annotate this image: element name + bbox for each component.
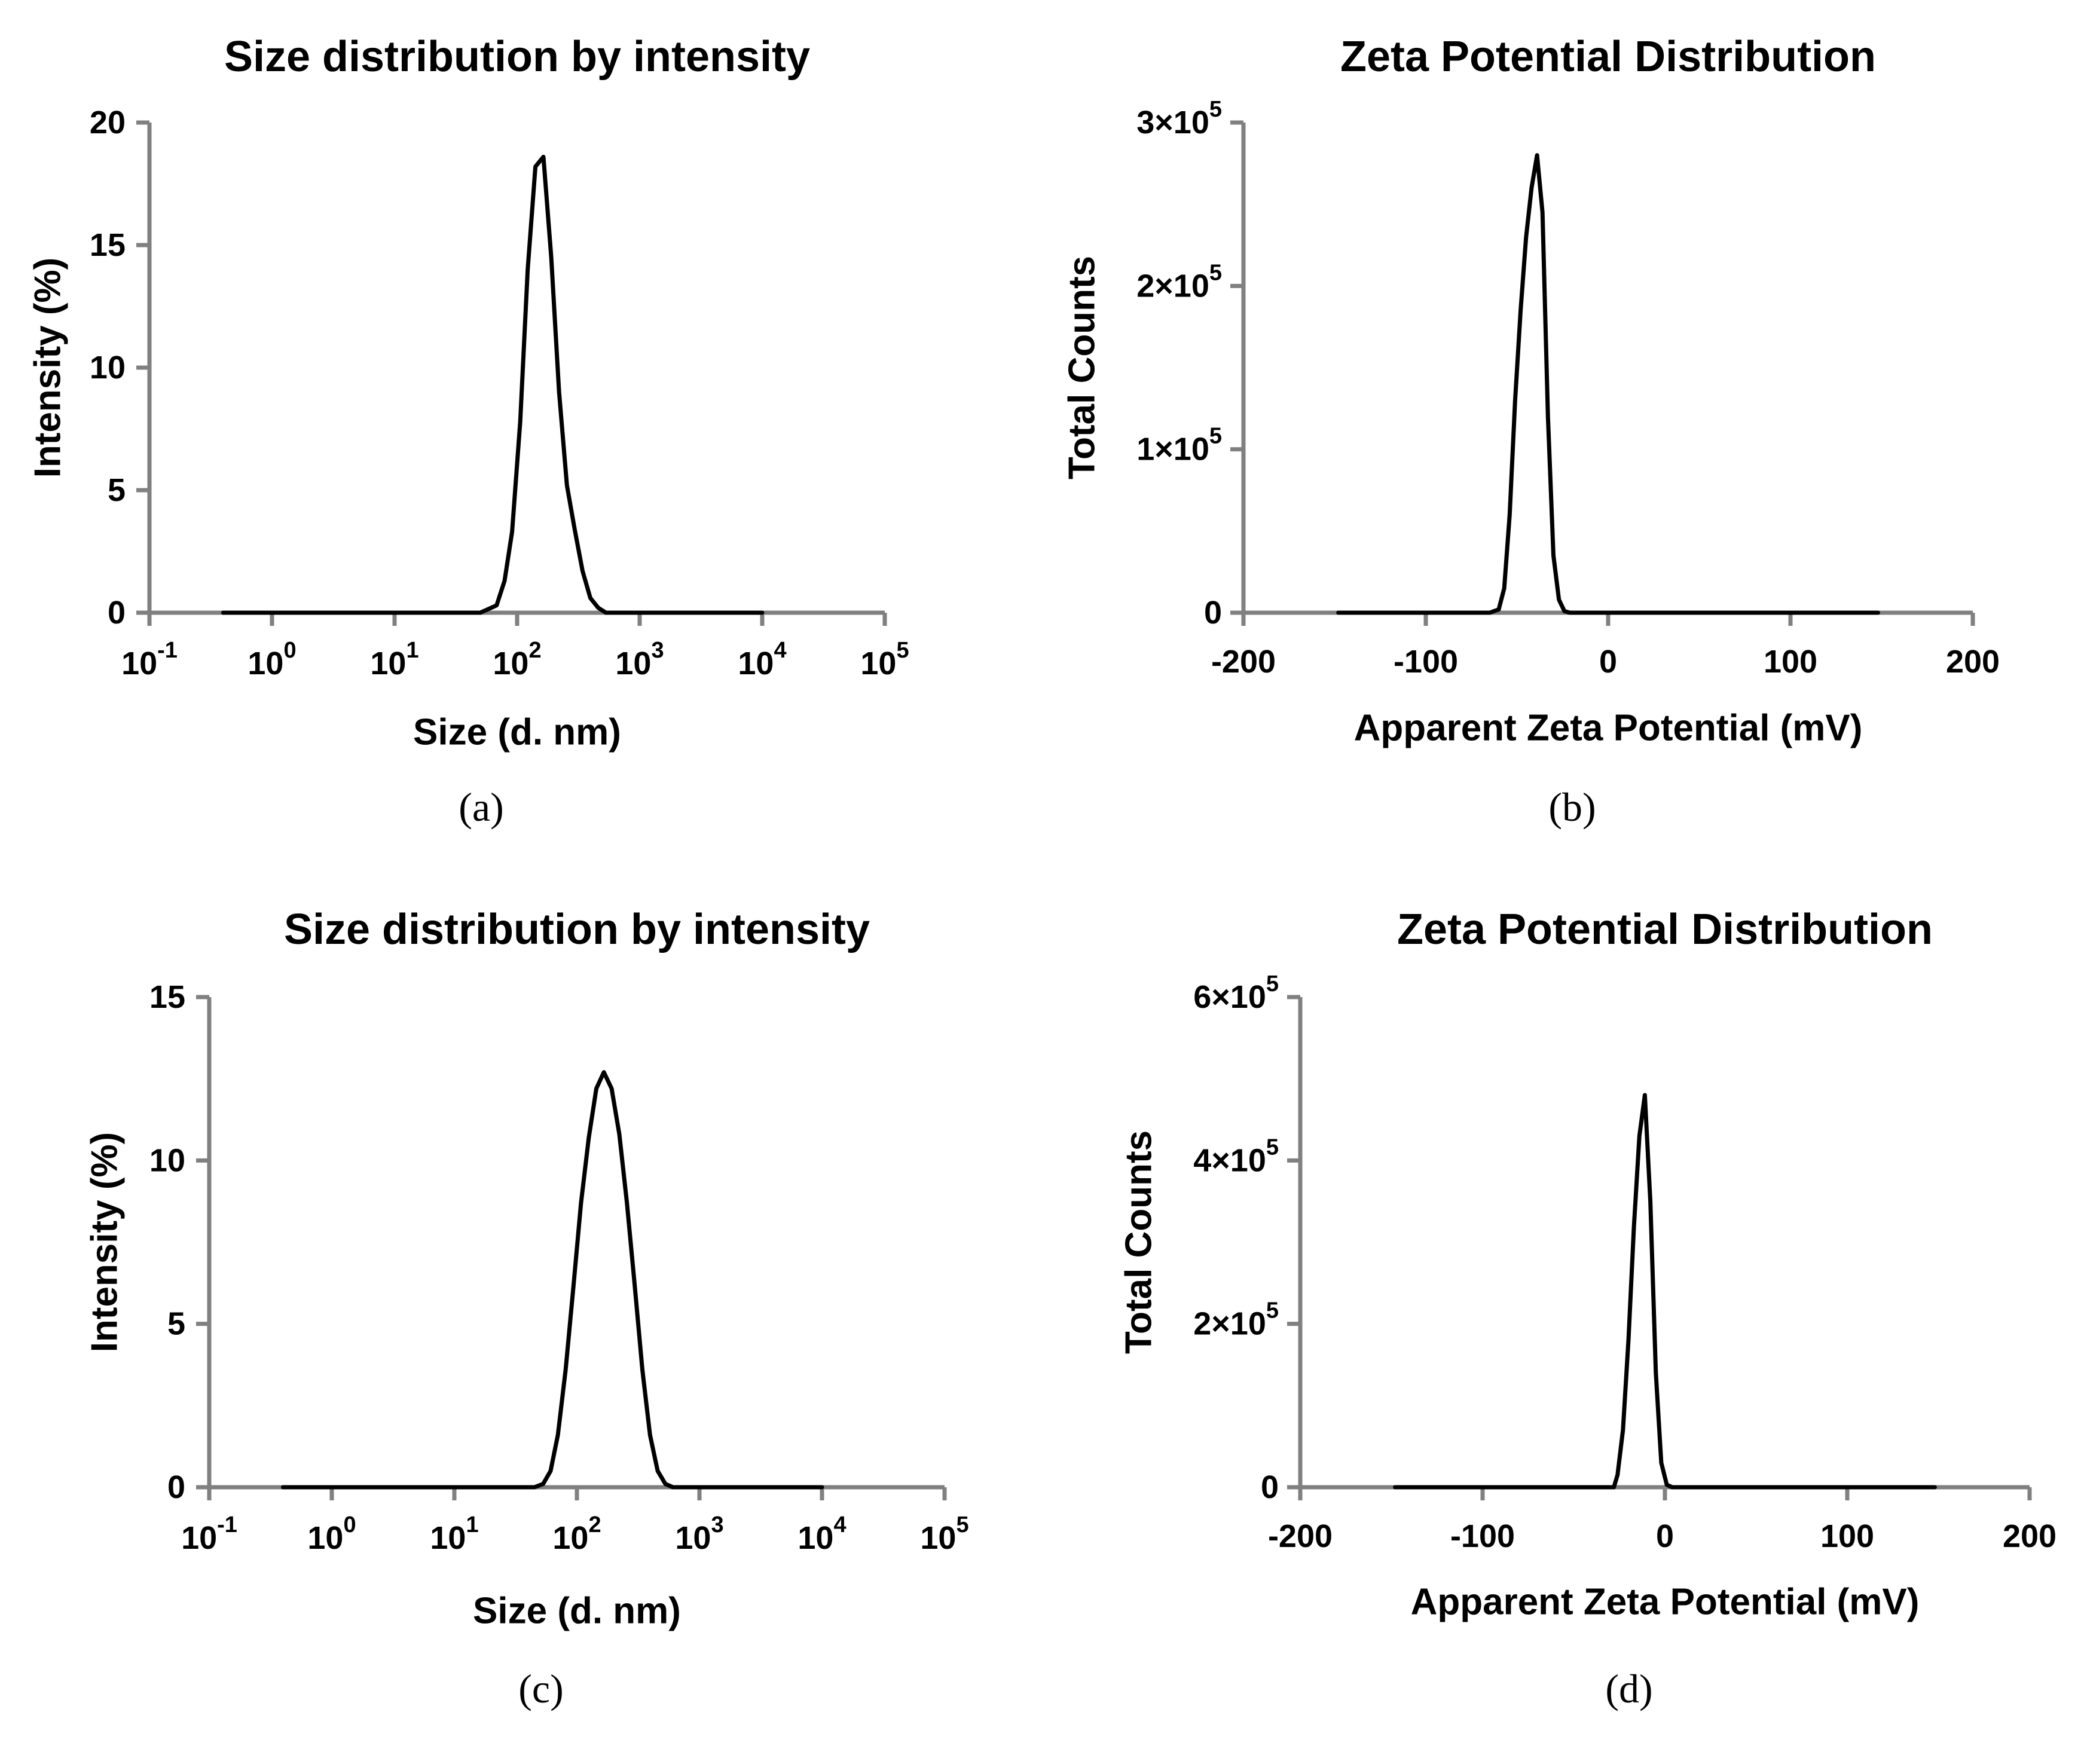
x-tick-label: -200: [1211, 644, 1276, 680]
x-tick-label: 10-1: [121, 638, 178, 681]
x-tick-label: 100: [1764, 644, 1817, 680]
x-tick-label: 102: [552, 1512, 601, 1556]
y-axis-label: Total Counts: [1119, 1130, 1160, 1354]
x-tick-label: 200: [1946, 644, 2000, 680]
x-axis-label: Apparent Zeta Potential (mV): [1354, 708, 1863, 749]
y-tick-label: 0: [167, 1469, 185, 1505]
x-tick-label: 104: [738, 638, 786, 681]
chart-panel-d: Zeta Potential Distribution -200 -100 0 100 2…: [1119, 906, 2057, 1711]
series-line-0: [1393, 1093, 1937, 1490]
panel-label: (b): [1548, 784, 1596, 830]
y-tick-label: 5: [108, 472, 126, 508]
x-tick-label: 104: [797, 1512, 846, 1556]
y-tick-label: 0: [1261, 1469, 1279, 1505]
x-tick-label: 101: [370, 638, 418, 681]
series-line-0: [221, 154, 765, 615]
y-axis-label: Total Counts: [1062, 256, 1103, 479]
x-tick-label: 101: [430, 1512, 478, 1556]
chart-title: Zeta Potential Distribution: [1397, 906, 1933, 953]
chart-title: Size distribution by intensity: [224, 33, 810, 81]
x-tick-label: 105: [920, 1512, 968, 1556]
y-axis-label: Intensity (%): [27, 258, 69, 478]
y-tick-label: 10: [90, 350, 126, 386]
panel-label: (a): [459, 784, 503, 830]
y-tick-label: 0: [1204, 595, 1222, 631]
x-tick-label: -200: [1268, 1518, 1333, 1554]
x-tick-label: 0: [1599, 644, 1617, 680]
x-tick-label: 100: [307, 1512, 356, 1556]
x-tick-label: -100: [1394, 644, 1458, 680]
y-tick-label: 5: [167, 1306, 185, 1342]
y-tick-label: 20: [90, 105, 126, 140]
series-line-0: [280, 1070, 824, 1490]
x-tick-label: 200: [2003, 1518, 2057, 1554]
x-tick-label: 102: [493, 638, 541, 681]
y-tick-label: 10: [149, 1142, 185, 1178]
panel-label: (c): [518, 1666, 563, 1711]
x-tick-label: 103: [615, 638, 664, 681]
y-tick-label: 6×105: [1193, 971, 1279, 1015]
y-tick-label: 15: [90, 227, 126, 263]
y-axis-label: Intensity (%): [84, 1132, 126, 1353]
chart-title: Zeta Potential Distribution: [1340, 33, 1876, 81]
y-tick-label: 4×105: [1193, 1135, 1279, 1178]
x-tick-label: 100: [1820, 1518, 1874, 1554]
x-tick-label: 105: [860, 638, 909, 681]
x-tick-label: 103: [675, 1512, 723, 1556]
chart-title: Size distribution by intensity: [284, 906, 870, 953]
x-tick-label: 100: [247, 638, 296, 681]
y-tick-label: 3×105: [1136, 97, 1222, 140]
y-tick-label: 1×105: [1136, 424, 1222, 467]
x-tick-label: 10-1: [181, 1512, 237, 1556]
panel-label: (d): [1605, 1666, 1652, 1711]
chart-panel-b: Zeta Potential Distribution -200 -100 0 100 2…: [1062, 33, 2000, 830]
x-tick-label: -100: [1450, 1518, 1515, 1554]
y-tick-label: 0: [108, 595, 126, 631]
y-tick-label: 15: [149, 979, 185, 1015]
x-axis-label: Size (d. nm): [473, 1591, 681, 1632]
x-axis-label: Apparent Zeta Potential (mV): [1411, 1582, 1920, 1623]
y-tick-label: 2×105: [1136, 260, 1222, 304]
y-tick-label: 2×105: [1193, 1298, 1279, 1342]
x-axis-label: Size (d. nm): [413, 712, 621, 753]
series-line-0: [1336, 153, 1880, 615]
x-tick-label: 0: [1656, 1518, 1674, 1554]
